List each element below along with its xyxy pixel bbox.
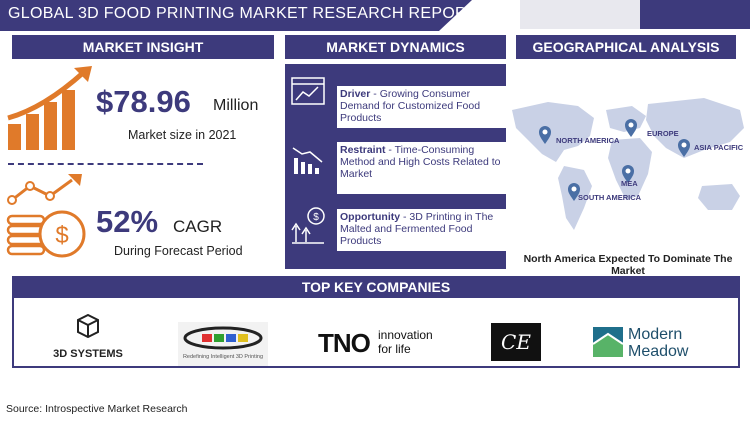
driver-label: Driver — [340, 88, 371, 100]
driver-icon — [291, 77, 325, 105]
top-companies-heading: TOP KEY COMPANIES — [12, 276, 740, 298]
asia-pacific-pin-icon — [678, 139, 690, 157]
europe-pin-icon — [625, 119, 637, 137]
restraint-label: Restraint — [340, 144, 386, 156]
header-bar — [0, 0, 472, 31]
modern-meadow-text-2: Meadow — [628, 343, 689, 360]
3d-systems-logo: 3D SYSTEMS — [48, 312, 128, 364]
svg-text:$: $ — [313, 212, 319, 223]
report-title: GLOBAL 3D FOOD PRINTING MARKET RESEARCH … — [8, 5, 477, 22]
region-label-mea: MEA — [621, 179, 638, 188]
geo-analysis-heading: GEOGRAPHICAL ANALYSIS — [516, 35, 736, 59]
opportunity-description: - 3D Printing in The Malted and Fermente… — [340, 211, 494, 247]
opportunity-icon: $ — [291, 207, 325, 244]
3d-systems-mark-icon — [77, 314, 99, 338]
opportunity-text: Opportunity - 3D Printing in The Malted … — [337, 209, 507, 251]
cagr-value: 52% — [96, 204, 159, 239]
tno-tagline-1: innovation — [378, 328, 433, 342]
3d-systems-text: 3D SYSTEMS — [53, 348, 123, 360]
geo-caption: North America Expected To Dominate The M… — [523, 253, 733, 277]
opportunity-label: Opportunity — [340, 211, 401, 223]
restraint-description: - Time-Consuming Method and High Costs R… — [340, 144, 501, 180]
south-america-pin-icon — [568, 183, 580, 201]
driver-text: Driver - Growing Consumer Demand for Cus… — [337, 86, 507, 128]
tno-logo-text: TNO — [318, 328, 371, 358]
market-insight-heading: MARKET INSIGHT — [12, 35, 274, 59]
cagr-label: CAGR — [173, 217, 223, 236]
tno-tagline-2: for life — [378, 342, 411, 356]
source-note: Source: Introspective Market Research — [6, 403, 188, 415]
region-label-asia-pacific: ASIA PACIFIC — [694, 143, 744, 152]
modern-meadow-text-1: Modern — [628, 326, 683, 343]
region-label-north-america: NORTH AMERICA — [556, 136, 620, 145]
restraint-text: Restraint - Time-Consuming Method and Hi… — [337, 142, 507, 194]
cagr-coins-icon: $ — [6, 174, 86, 258]
cagr-caption: During Forecast Period — [114, 244, 243, 258]
region-label-south-america: SOUTH AMERICA — [578, 193, 642, 202]
insight-divider — [8, 163, 203, 165]
modern-meadow-mark-icon — [592, 327, 624, 357]
header-accent-dark — [640, 0, 750, 29]
mea-pin-icon — [622, 165, 634, 183]
ord-tagline: Redefining Intelligent 3D Printing — [182, 354, 264, 360]
north-america-pin-icon — [539, 126, 551, 144]
market-size-value: $78.96 — [96, 84, 191, 119]
ce-logo: CE — [491, 323, 541, 361]
region-label-europe: EUROPE — [647, 129, 679, 138]
market-dynamics-heading: MARKET DYNAMICS — [285, 35, 506, 59]
driver-description: - Growing Consumer Demand for Customized… — [340, 88, 481, 124]
growth-chart-icon — [7, 66, 92, 150]
market-size-unit: Million — [213, 97, 259, 114]
svg-text:$: $ — [55, 222, 68, 249]
restraint-icon — [292, 147, 323, 174]
ord-mark-icon — [183, 326, 263, 350]
market-size-caption: Market size in 2021 — [128, 128, 237, 142]
ord-solutions-logo: Redefining Intelligent 3D Printing — [178, 322, 268, 366]
world-map — [512, 98, 744, 230]
